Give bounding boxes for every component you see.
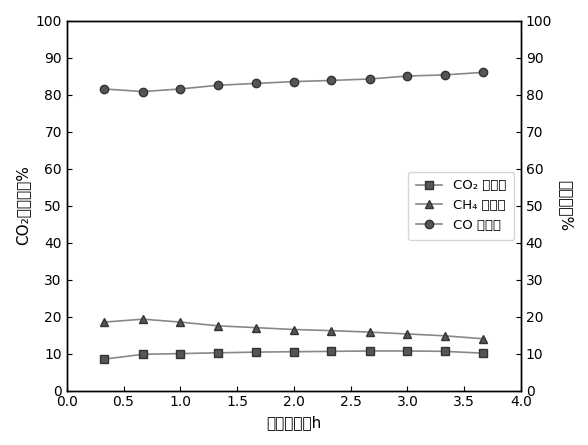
CO₂ 转化率 (101, 356, 108, 362)
CO₂ 转化率 (177, 351, 184, 356)
CO 选择性 (442, 72, 449, 77)
CO 选择性 (404, 73, 411, 79)
CH₄ 选择性 (214, 323, 221, 328)
CO 选择性 (290, 79, 298, 84)
Line: CO₂ 转化率: CO₂ 转化率 (100, 347, 487, 363)
CO₂ 转化率 (214, 350, 221, 356)
CH₄ 选择性 (290, 327, 298, 332)
CH₄ 选择性 (139, 316, 146, 322)
CO₂ 转化率 (366, 348, 373, 354)
CO 选择性 (366, 76, 373, 81)
CO₂ 转化率 (404, 348, 411, 354)
CH₄ 选择性 (442, 333, 449, 339)
CO₂ 转化率 (442, 349, 449, 354)
Legend: CO₂ 转化率, CH₄ 选择性, CO 选择性: CO₂ 转化率, CH₄ 选择性, CO 选择性 (408, 171, 514, 239)
CH₄ 选择性 (366, 329, 373, 335)
CH₄ 选择性 (480, 336, 487, 341)
CH₄ 选择性 (253, 325, 260, 330)
CO 选择性 (328, 78, 335, 83)
CO₂ 转化率 (253, 349, 260, 355)
CO 选择性 (101, 86, 108, 92)
CO₂ 转化率 (139, 352, 146, 357)
CH₄ 选择性 (404, 331, 411, 336)
CO 选择性 (214, 83, 221, 88)
Y-axis label: 选择性／%: 选择性／% (558, 180, 573, 231)
CO₂ 转化率 (328, 349, 335, 354)
CO 选择性 (177, 86, 184, 92)
CO 选择性 (253, 81, 260, 86)
CH₄ 选择性 (328, 328, 335, 333)
CO 选择性 (480, 69, 487, 75)
Line: CH₄ 选择性: CH₄ 选择性 (100, 315, 487, 343)
X-axis label: 反应时间／h: 反应时间／h (266, 415, 322, 430)
CH₄ 选择性 (177, 320, 184, 325)
CO 选择性 (139, 89, 146, 94)
Y-axis label: CO₂转化率／%: CO₂转化率／% (15, 166, 30, 246)
CH₄ 选择性 (101, 320, 108, 325)
CO₂ 转化率 (290, 349, 298, 354)
CO₂ 转化率 (480, 351, 487, 356)
Line: CO 选择性: CO 选择性 (100, 68, 487, 96)
